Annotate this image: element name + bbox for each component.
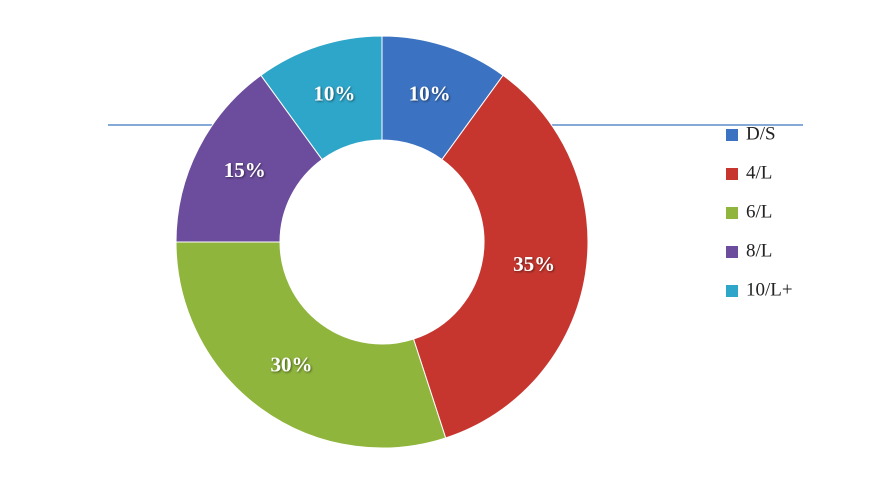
legend-swatch (726, 207, 738, 219)
legend-label: 10/L+ (746, 279, 793, 300)
legend-swatch (726, 285, 738, 297)
value-label: 10% (409, 81, 451, 105)
slice (175, 74, 323, 243)
legend-label: D/S (746, 123, 776, 144)
legend-label: 6/L (746, 201, 772, 222)
slice (412, 74, 589, 439)
donut (175, 35, 589, 449)
slice (175, 241, 447, 449)
value-label: 35% (513, 252, 555, 276)
legend-swatch (726, 129, 738, 141)
value-labels: 10% 35% 30% 15% 10% (224, 81, 555, 376)
legend-swatch (726, 168, 738, 180)
value-label: 30% (270, 352, 312, 376)
value-label: 15% (224, 158, 266, 182)
legend-swatch (726, 246, 738, 258)
legend: D/S 4/L 6/L 8/L 10/L+ (726, 123, 793, 300)
slice (260, 35, 383, 161)
value-label: 10% (313, 81, 355, 105)
legend-label: 8/L (746, 240, 772, 261)
legend-label: 4/L (746, 162, 772, 183)
